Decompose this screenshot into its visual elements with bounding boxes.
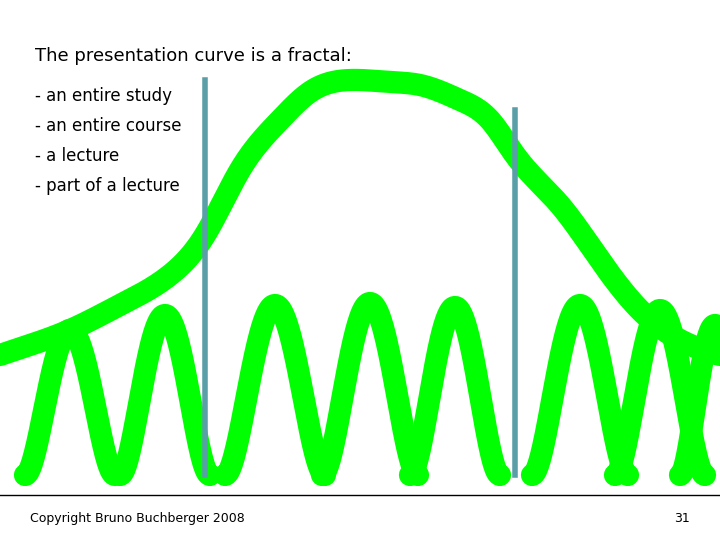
Text: 31: 31 [674,512,690,525]
Text: - a lecture: - a lecture [35,147,120,165]
Text: The presentation curve is a fractal:: The presentation curve is a fractal: [35,47,352,65]
Text: Copyright Bruno Buchberger 2008: Copyright Bruno Buchberger 2008 [30,512,245,525]
Text: - an entire course: - an entire course [35,117,181,135]
Text: - an entire study: - an entire study [35,87,172,105]
Text: - part of a lecture: - part of a lecture [35,177,180,195]
